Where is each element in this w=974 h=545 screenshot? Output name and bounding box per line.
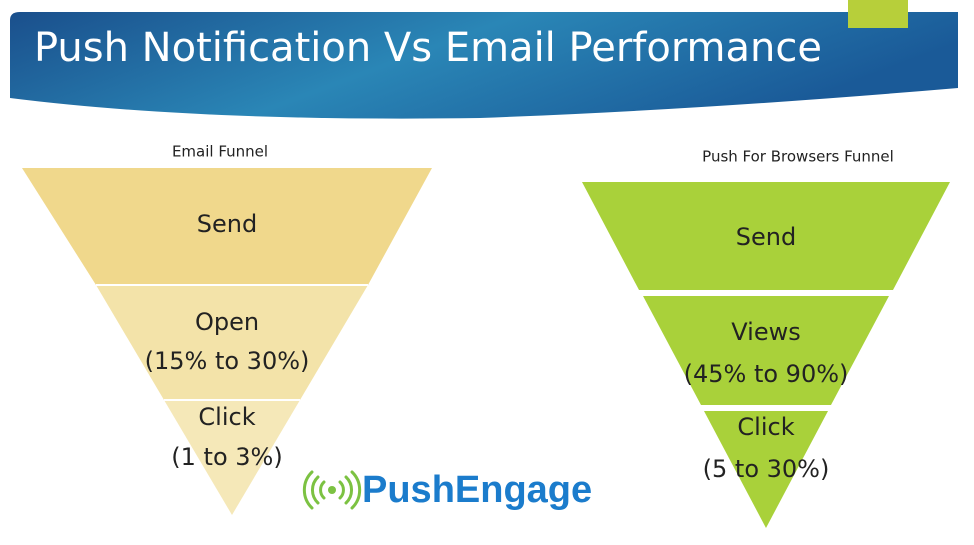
funnel-stage (164, 400, 300, 515)
header-accent (848, 0, 908, 28)
stage-label: Click (737, 413, 794, 441)
funnel-stage (582, 182, 950, 290)
logo-text: PushEngage (362, 469, 592, 511)
funnel-title: Email Funnel (172, 143, 268, 161)
funnel-stage (704, 411, 828, 528)
slide-title: Push Notification Vs Email Performance (34, 25, 822, 71)
stage-label: (15% to 30%) (145, 347, 310, 375)
funnel-stage (96, 285, 368, 400)
stage-label: Send (736, 223, 796, 251)
stage-label: Open (195, 308, 259, 336)
stage-label: Send (197, 210, 257, 238)
funnel-title: Push For Browsers Funnel (702, 148, 894, 166)
stage-label: Views (731, 318, 800, 346)
stage-label: (1 to 3%) (171, 443, 282, 471)
stage-label: (45% to 90%) (684, 360, 849, 388)
stage-label: Click (198, 403, 255, 431)
funnel-stage (643, 296, 889, 405)
header-banner (10, 12, 958, 119)
funnel-stage (22, 168, 432, 285)
logo-icon (302, 470, 362, 510)
stage-label: (5 to 30%) (703, 455, 830, 483)
